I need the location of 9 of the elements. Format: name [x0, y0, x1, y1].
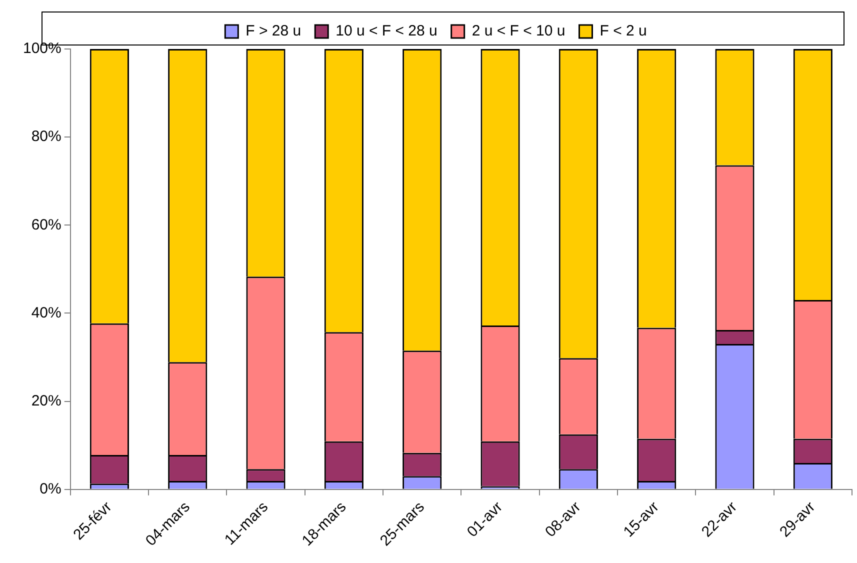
y-tick-label: 40%	[31, 304, 62, 322]
y-tick-label: 60%	[31, 216, 62, 234]
y-tick-label: 80%	[31, 128, 62, 146]
y-tick-label: 0%	[40, 480, 62, 498]
y-tick-label: 20%	[31, 392, 62, 410]
legend-label: 2 u < F < 10 u	[472, 22, 566, 40]
legend-label: 10 u < F < 28 u	[336, 22, 438, 40]
legend-label: F > 28 u	[246, 22, 302, 40]
legend-label: F < 2 u	[600, 22, 647, 40]
